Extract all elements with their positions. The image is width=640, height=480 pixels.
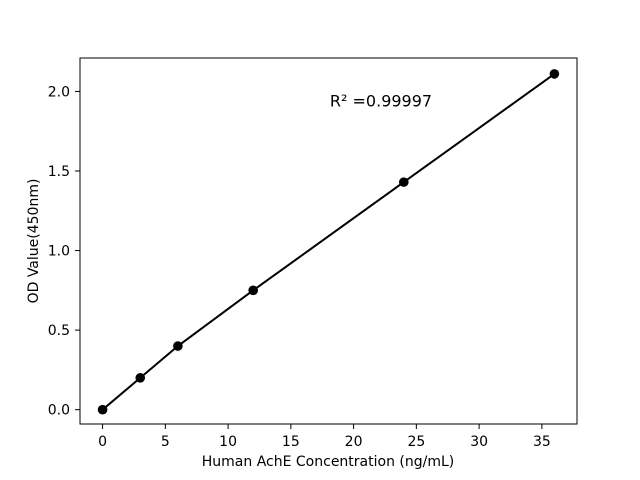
data-line — [101, 73, 555, 411]
data-point — [97, 404, 108, 415]
x-tick-label: 25 — [407, 434, 425, 450]
data-point — [399, 177, 409, 187]
data-point — [173, 341, 183, 351]
x-tick-label: 15 — [282, 434, 300, 450]
data-point — [135, 373, 146, 383]
axes-spines — [79, 57, 578, 425]
x-tick-label: 10 — [219, 434, 237, 450]
r-squared-annotation: R² =0.99997 — [329, 91, 433, 111]
y-tick-label: 0.0 — [48, 403, 70, 419]
x-tick-label: 5 — [161, 434, 170, 450]
x-tick-label: 30 — [470, 434, 488, 450]
data-point — [248, 285, 258, 296]
x-tick-label: 20 — [345, 434, 363, 450]
data-point — [549, 69, 560, 79]
y-tick-label: 0.5 — [48, 323, 70, 339]
y-axis-label: OD Value(450nm) — [26, 178, 42, 304]
y-tick-label: 1.5 — [48, 164, 70, 180]
x-tick-label: 35 — [533, 434, 551, 450]
x-tick-label: 0 — [98, 434, 107, 450]
y-tick-label: 2.0 — [48, 84, 70, 100]
y-tick-label: 1.0 — [48, 244, 70, 260]
x-axis-label: Human AchE Concentration (ng/mL) — [201, 454, 455, 470]
